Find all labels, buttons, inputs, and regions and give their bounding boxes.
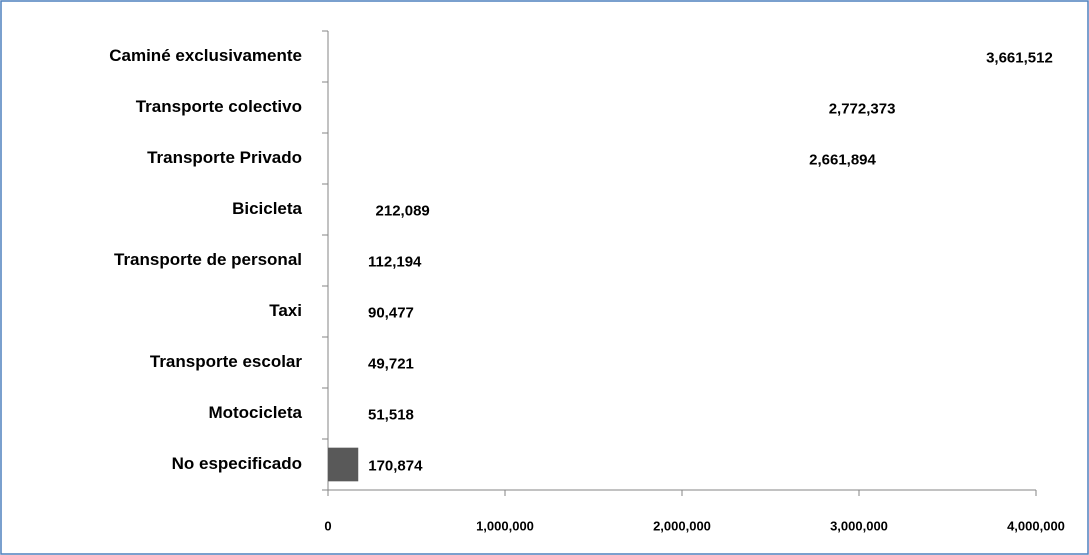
value-label: 90,477 bbox=[368, 304, 414, 321]
y-tick-label: Transporte escolar bbox=[150, 352, 303, 371]
x-tick-label: 2,000,000 bbox=[653, 518, 711, 533]
value-label: 112,194 bbox=[368, 253, 422, 270]
y-tick-label: Bicicleta bbox=[232, 199, 302, 218]
x-tick-label: 4,000,000 bbox=[1007, 518, 1065, 533]
y-tick-label: Caminé exclusivamente bbox=[109, 46, 302, 65]
y-tick-label: No especificado bbox=[172, 454, 302, 473]
y-tick-label: Motocicleta bbox=[208, 403, 302, 422]
y-tick-label: Taxi bbox=[269, 301, 302, 320]
x-tick-label: 3,000,000 bbox=[830, 518, 888, 533]
y-tick-label: Transporte Privado bbox=[147, 148, 302, 167]
bar bbox=[328, 447, 359, 482]
x-tick-label: 1,000,000 bbox=[476, 518, 534, 533]
value-label: 170,874 bbox=[368, 457, 423, 474]
y-tick-label: Transporte de personal bbox=[114, 250, 302, 269]
value-label: 2,772,373 bbox=[829, 100, 896, 117]
value-label: 2,661,894 bbox=[809, 151, 876, 168]
value-label: 49,721 bbox=[368, 355, 414, 372]
value-label: 51,518 bbox=[368, 406, 414, 423]
x-tick-label: 0 bbox=[324, 518, 331, 533]
value-label: 212,089 bbox=[376, 202, 430, 219]
value-label: 3,661,512 bbox=[986, 49, 1053, 66]
y-tick-label: Transporte colectivo bbox=[136, 97, 302, 116]
